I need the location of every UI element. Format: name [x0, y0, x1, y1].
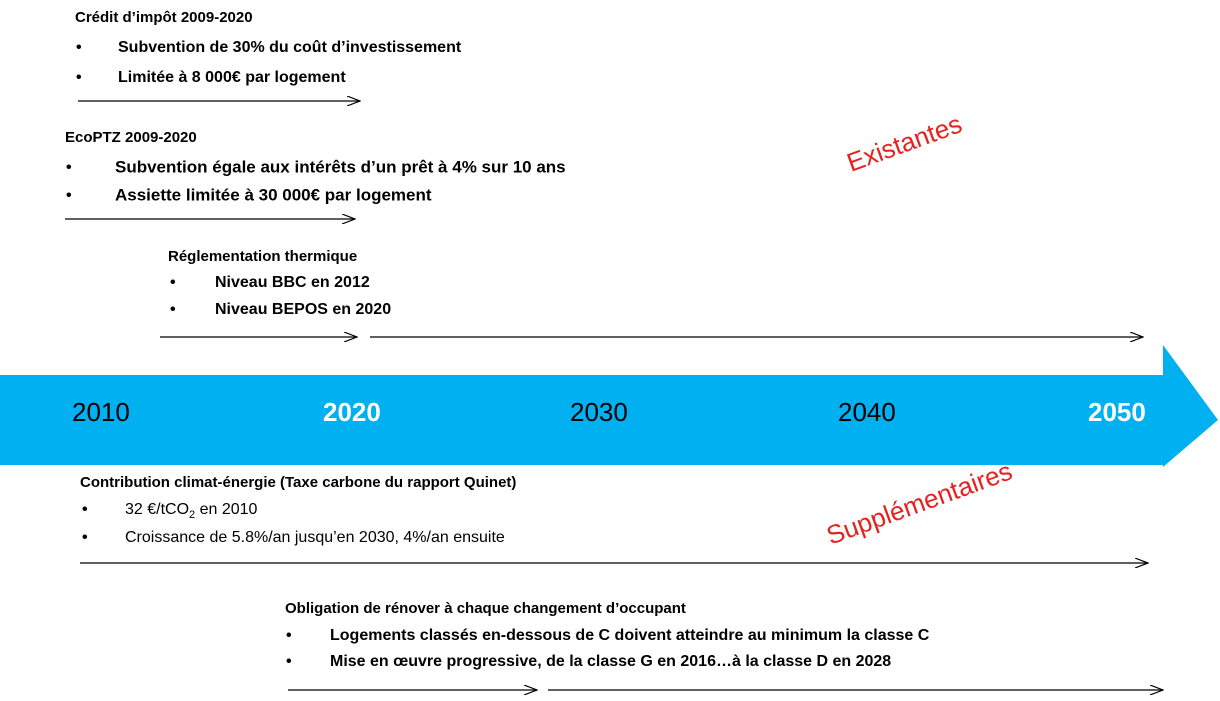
policy-title: Crédit d’impôt 2009-2020 — [75, 9, 253, 26]
text-part: en 2010 — [195, 501, 257, 518]
bullet-text: Assiette limitée à 30 000€ par logement — [115, 185, 432, 204]
policy-title: Obligation de rénover à chaque changemen… — [285, 600, 686, 617]
bullet-text: Croissance de 5.8%/an jusqu’en 2030, 4%/… — [125, 529, 505, 546]
bullet-text: 32 €/tCO2 en 2010 — [125, 501, 258, 521]
bullet: • — [82, 529, 88, 546]
subscript: 2 — [189, 509, 195, 521]
bullet-text: Mise en œuvre progressive, de la classe … — [330, 653, 891, 670]
bullet: • — [76, 69, 82, 86]
policy-title: Réglementation thermique — [168, 248, 357, 265]
bullet: • — [66, 187, 72, 204]
policy-title: Contribution climat-énergie (Taxe carbon… — [80, 474, 516, 491]
bullet-text: Limitée à 8 000€ par logement — [118, 69, 346, 86]
bullet: • — [66, 159, 72, 176]
bullet: • — [286, 627, 292, 644]
bullet: • — [170, 274, 176, 291]
group-label: Supplémentaires — [822, 456, 1016, 551]
bullet-text: Niveau BEPOS en 2020 — [215, 301, 391, 318]
bullet: • — [82, 501, 88, 518]
year: 2010 — [72, 397, 130, 427]
bullet-text: Niveau BBC en 2012 — [215, 274, 370, 291]
year: 2050 — [1088, 397, 1146, 427]
bullet: • — [76, 39, 82, 56]
bullet-text: Subvention égale aux intérêts d’un prêt … — [115, 157, 566, 176]
policy-title: EcoPTZ 2009-2020 — [65, 129, 197, 146]
year: 2030 — [570, 397, 628, 427]
bullet-text: Subvention de 30% du coût d’investisseme… — [118, 39, 462, 56]
text-part: 32 €/tCO — [125, 501, 189, 518]
bullet-text: Logements classés en-dessous de C doiven… — [330, 627, 930, 644]
timeline-arrow — [0, 345, 1218, 467]
year: 2020 — [323, 397, 381, 427]
group-label: Existantes — [843, 108, 966, 177]
year: 2040 — [838, 397, 896, 427]
bullet: • — [286, 653, 292, 670]
bullet: • — [170, 301, 176, 318]
